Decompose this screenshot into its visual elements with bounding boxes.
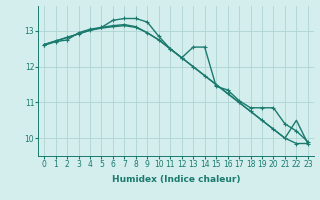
X-axis label: Humidex (Indice chaleur): Humidex (Indice chaleur): [112, 175, 240, 184]
